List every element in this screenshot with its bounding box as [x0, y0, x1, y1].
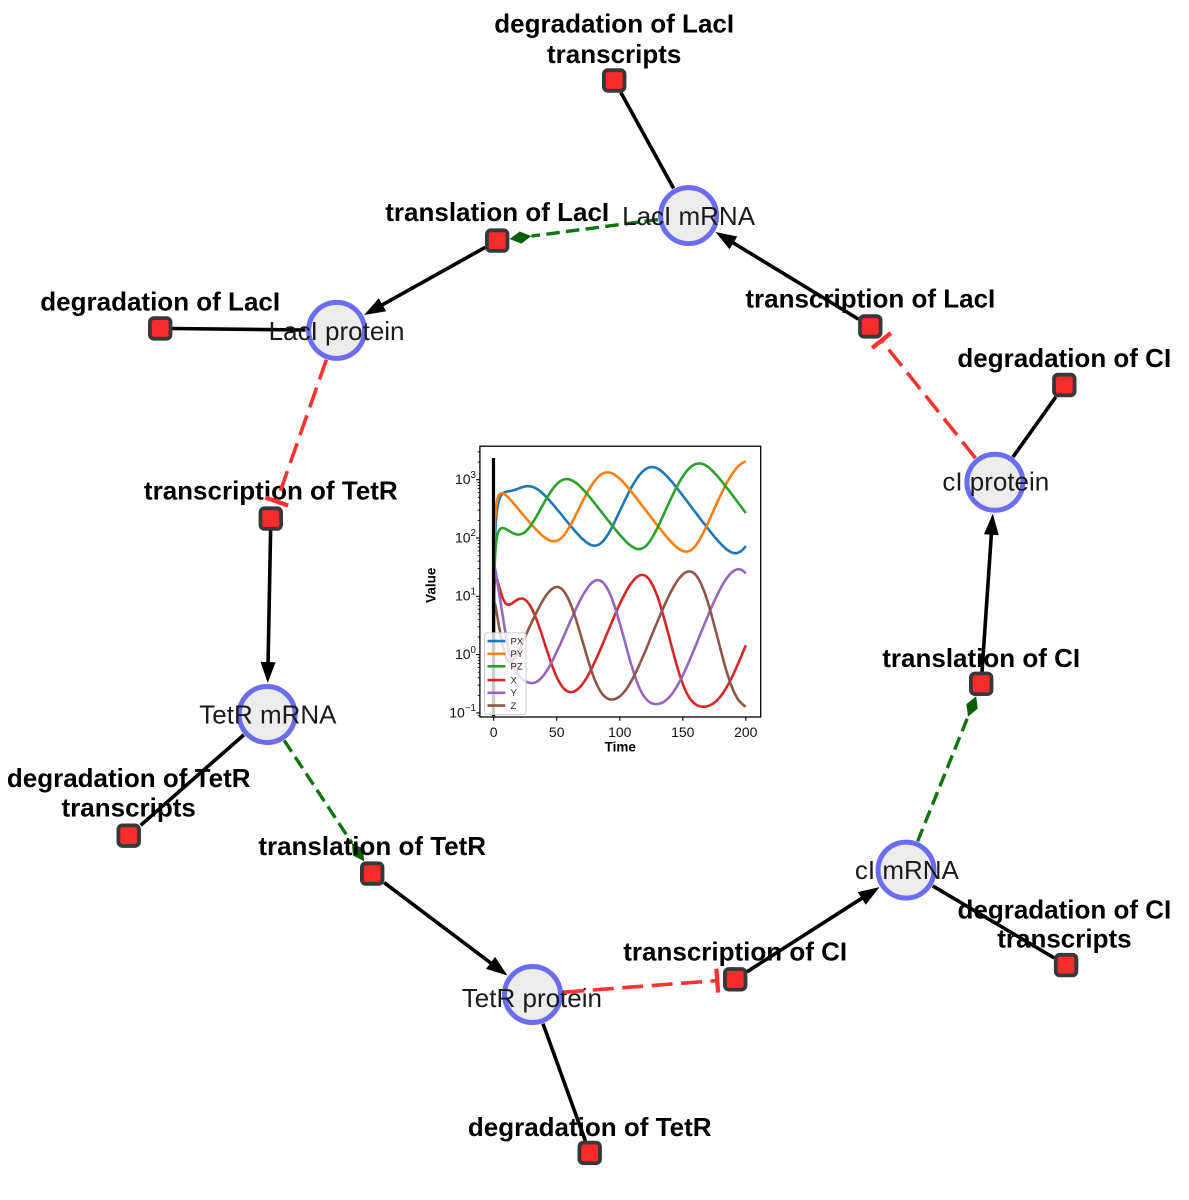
- svg-text:200: 200: [734, 724, 758, 740]
- svg-text:PX: PX: [511, 637, 524, 648]
- svg-text:TetR mRNA: TetR mRNA: [199, 699, 337, 729]
- svg-text:LacI protein: LacI protein: [269, 316, 405, 346]
- svg-text:Time: Time: [605, 740, 637, 755]
- svg-text:cI mRNA: cI mRNA: [855, 855, 960, 885]
- svg-text:translation of LacI: translation of LacI: [385, 197, 609, 227]
- svg-text:X: X: [511, 676, 518, 687]
- svg-text:degradation of TetR: degradation of TetR: [7, 763, 251, 793]
- svg-text:transcripts: transcripts: [547, 39, 681, 69]
- svg-text:degradation of LacI: degradation of LacI: [494, 9, 734, 39]
- svg-text:Value: Value: [424, 567, 439, 603]
- svg-text:LacI mRNA: LacI mRNA: [622, 201, 756, 231]
- svg-text:100: 100: [608, 724, 632, 740]
- svg-text:PY: PY: [511, 649, 524, 660]
- svg-text:PZ: PZ: [511, 662, 523, 673]
- svg-text:0: 0: [490, 724, 498, 740]
- svg-text:Z: Z: [511, 701, 517, 712]
- svg-text:translation of TetR: translation of TetR: [258, 831, 486, 861]
- svg-text:transcription of LacI: transcription of LacI: [745, 284, 995, 314]
- svg-text:cI protein: cI protein: [942, 467, 1049, 497]
- svg-text:transcription of CI: transcription of CI: [623, 937, 847, 967]
- svg-text:degradation of CI: degradation of CI: [958, 894, 1172, 924]
- svg-text:translation of CI: translation of CI: [882, 643, 1080, 673]
- svg-text:transcripts: transcripts: [62, 793, 196, 823]
- svg-text:transcripts: transcripts: [997, 924, 1131, 954]
- svg-text:degradation of LacI: degradation of LacI: [40, 286, 280, 316]
- svg-text:TetR protein: TetR protein: [462, 983, 602, 1013]
- svg-text:degradation of TetR: degradation of TetR: [468, 1112, 712, 1142]
- svg-text:degradation of CI: degradation of CI: [957, 343, 1171, 373]
- svg-text:150: 150: [671, 724, 695, 740]
- svg-text:Y: Y: [511, 688, 518, 699]
- svg-text:50: 50: [549, 724, 565, 740]
